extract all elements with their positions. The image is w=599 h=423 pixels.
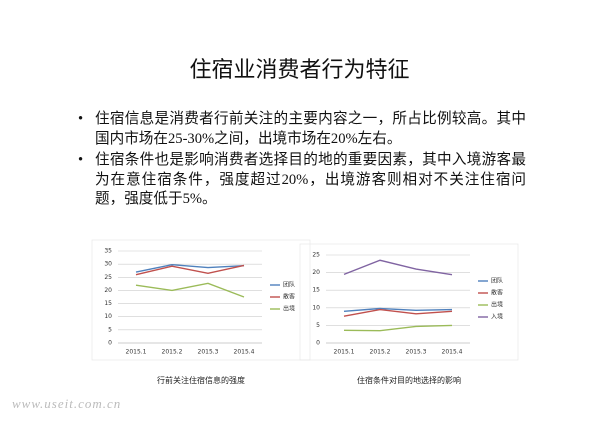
y-tick-label: 10 <box>312 304 320 311</box>
bullet-list: 住宿信息是消费者行前关注的主要内容之一，所占比例较高。其中国内市场在25-30%… <box>78 110 526 212</box>
series-line <box>343 307 453 313</box>
y-tick-label: 30 <box>104 261 112 268</box>
bullet: 住宿条件也是影响消费者选择目的地的重要因素，其中入境游客最为在意住宿条件，强度超… <box>78 151 526 210</box>
series-line <box>135 264 245 276</box>
chart-frame <box>299 243 519 361</box>
legend-label: 出境 <box>283 305 295 313</box>
legend-label: 出境 <box>491 301 503 309</box>
bullet: 住宿信息是消费者行前关注的主要内容之一，所占比例较高。其中国内市场在25-30%… <box>78 110 526 149</box>
legend-label: 散客 <box>283 293 295 301</box>
y-tick-label: 0 <box>316 340 320 347</box>
chart-caption: 住宿条件对目的地选择的影响 <box>357 375 461 385</box>
series-line <box>343 324 453 332</box>
x-tick-label: 2015.2 <box>162 349 183 356</box>
x-tick-label: 2015.1 <box>126 349 147 356</box>
chart-caption: 行前关注住宿信息的强度 <box>157 375 245 385</box>
x-tick-label: 2015.3 <box>406 349 427 356</box>
y-tick-label: 5 <box>316 322 320 329</box>
legend-label: 入境 <box>491 313 503 321</box>
y-tick-label: 0 <box>108 340 112 347</box>
legend-label: 团队 <box>283 281 295 289</box>
y-tick-label: 15 <box>104 300 112 307</box>
legend-label: 团队 <box>491 277 503 285</box>
y-tick-label: 35 <box>104 248 112 255</box>
legend-label: 散客 <box>491 289 503 297</box>
y-tick-label: 20 <box>312 269 320 276</box>
chart-frame <box>91 239 311 361</box>
series-line <box>135 263 245 273</box>
series-line <box>135 282 245 298</box>
y-tick-label: 10 <box>104 313 112 320</box>
x-tick-label: 2015.4 <box>234 349 255 356</box>
series-line <box>343 259 453 276</box>
x-tick-label: 2015.3 <box>198 349 219 356</box>
y-tick-label: 25 <box>104 274 112 281</box>
y-tick-label: 15 <box>312 287 320 294</box>
series-line <box>343 308 453 317</box>
watermark: www.useit.com.cn <box>12 396 121 411</box>
y-tick-label: 20 <box>104 287 112 294</box>
x-tick-label: 2015.2 <box>370 349 391 356</box>
y-tick-label: 25 <box>312 252 320 259</box>
y-tick-label: 5 <box>108 326 112 333</box>
x-tick-label: 2015.4 <box>442 349 463 356</box>
x-tick-label: 2015.1 <box>334 349 355 356</box>
slide-title: 住宿业消费者行为特征 <box>189 57 410 82</box>
